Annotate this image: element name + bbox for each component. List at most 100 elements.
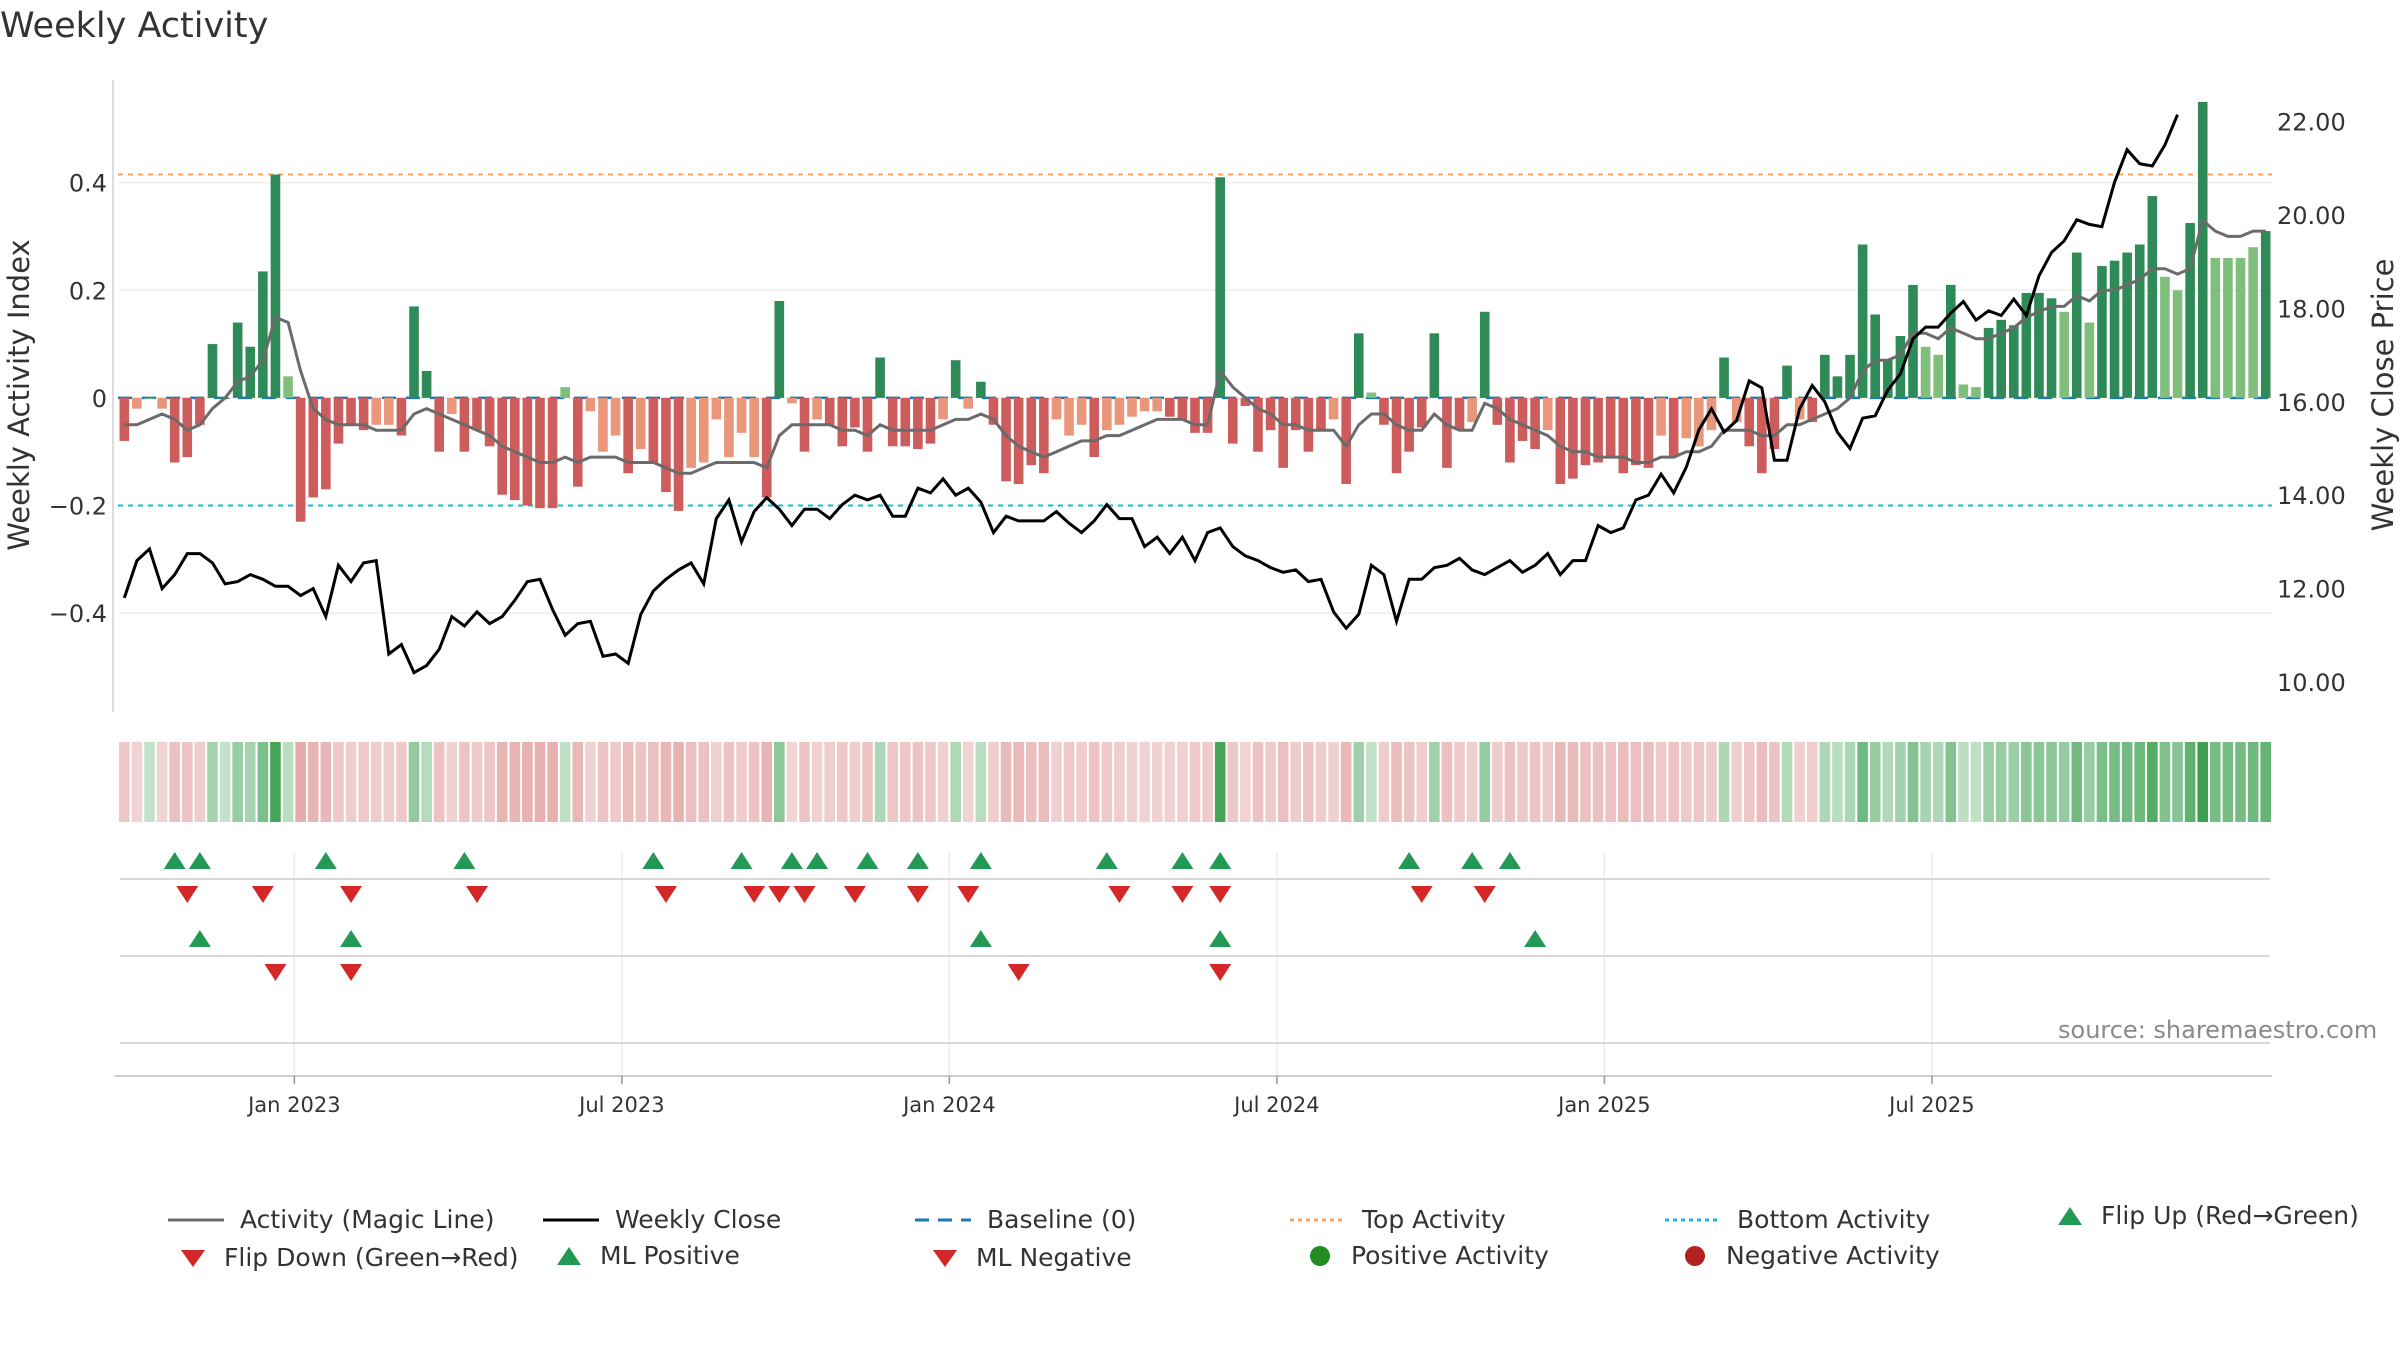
activity-bar: [938, 397, 948, 420]
activity-bar: [295, 397, 306, 522]
heat-cell: [496, 742, 508, 822]
flip-down-marker: [340, 886, 363, 903]
heat-cell: [345, 742, 357, 822]
activity-bar: [1555, 397, 1566, 484]
heat-cell: [1252, 742, 1264, 822]
heat-cell: [1945, 742, 1957, 822]
heat-cell: [194, 742, 206, 822]
flip-down-marker: [793, 886, 816, 903]
heat-cell: [1479, 742, 1491, 822]
flip-up-marker: [1498, 852, 1521, 869]
activity-bar: [258, 271, 268, 398]
heat-cell: [1592, 742, 1604, 822]
heat-cell: [282, 742, 294, 822]
heat-cell: [1643, 742, 1654, 822]
activity-bar: [333, 397, 344, 444]
y2-tick-label: 22.00: [2277, 109, 2346, 137]
activity-bar: [169, 397, 180, 463]
heat-cell: [1051, 742, 1062, 822]
activity-bar: [384, 397, 394, 425]
heat-cell: [408, 742, 420, 822]
heat-cell: [824, 742, 835, 822]
heat-cell: [1126, 742, 1138, 822]
activity-bar: [1568, 397, 1578, 479]
heat-cell: [2096, 742, 2108, 822]
legend-flip-up: Flip Up (Red→Green): [2055, 1201, 2359, 1230]
heat-cell: [1403, 742, 1415, 822]
activity-bar: [812, 397, 822, 420]
activity-bar: [2223, 257, 2233, 398]
axes: −0.4 −0.2 0 0.2 0.4 10.00 12.00 14.00 16.00 18.00…: [2, 80, 2400, 1117]
activity-bar: [1290, 397, 1301, 431]
heat-cell: [1328, 742, 1339, 822]
activity-bar: [1177, 397, 1188, 420]
flip-markers: [163, 852, 1547, 981]
activity-bar: [547, 397, 558, 509]
heat-cell: [459, 742, 470, 822]
heat-cell: [1995, 742, 2007, 822]
heat-cell: [811, 742, 823, 822]
heat-cell: [2109, 742, 2120, 822]
activity-bar: [1971, 387, 1981, 398]
heat-cell: [156, 742, 168, 822]
heat-cell: [270, 742, 281, 822]
activity-bar: [1681, 397, 1692, 439]
reference-lines: [118, 173, 2272, 507]
activity-bar: [447, 397, 457, 415]
heat-cell: [1466, 742, 1478, 822]
y2-tick-label: 14.00: [2277, 482, 2346, 510]
heat-cell: [2046, 742, 2057, 822]
activity-bar: [1064, 397, 1074, 436]
heat-cell: [1240, 742, 1251, 822]
legend-top-activity: Top Activity: [1290, 1205, 1506, 1234]
ml-negative-marker: [340, 964, 363, 981]
heat-cell: [307, 742, 319, 822]
heat-cell: [1529, 742, 1541, 822]
heat-cell: [2147, 742, 2158, 822]
y-tick-label: −0.2: [49, 493, 107, 521]
x-tick-label: Jul 2025: [1887, 1093, 1974, 1117]
heat-cell: [723, 742, 735, 822]
activity-bar: [736, 397, 747, 433]
flip-down-marker: [843, 886, 866, 903]
activity-bar: [2059, 311, 2069, 398]
activity-bar: [925, 397, 936, 444]
activity-bar: [1807, 397, 1818, 423]
heat-cell: [2121, 742, 2133, 822]
activity-bar: [245, 346, 256, 398]
heat-cell: [1542, 742, 1553, 822]
heat-cell: [698, 742, 710, 822]
flip-up-marker: [314, 852, 337, 869]
flip-down-marker: [1410, 886, 1433, 903]
ml-positive-marker: [969, 930, 992, 947]
heat-cell: [1366, 742, 1377, 822]
legend-flip-up-label: Flip Up (Red→Green): [2101, 1201, 2359, 1230]
y2-axis-title: Weekly Close Price: [2366, 259, 2400, 532]
activity-bar: [1945, 284, 1956, 398]
y2-tick-label: 16.00: [2277, 389, 2346, 417]
legend-baseline: Baseline (0): [915, 1205, 1136, 1234]
heat-cell: [1088, 742, 1100, 822]
activity-bar: [2071, 252, 2082, 398]
activity-bar: [824, 397, 835, 425]
activity-bar: [1253, 397, 1263, 452]
activity-bar: [308, 397, 319, 498]
heat-cell: [1177, 742, 1188, 822]
heat-cell: [761, 742, 773, 822]
activity-bar: [484, 397, 495, 447]
heat-cell: [2235, 742, 2246, 822]
heat-cell: [1605, 742, 1616, 822]
legend-bottom-activity-label: Bottom Activity: [1737, 1205, 1931, 1234]
activity-bar: [144, 397, 155, 399]
activity-bar: [1656, 397, 1666, 436]
heat-cell: [2058, 742, 2070, 822]
heat-cell: [534, 742, 546, 822]
activity-bar: [1227, 397, 1238, 444]
heat-cell: [333, 742, 344, 822]
heat-cell: [257, 742, 269, 822]
heat-cell: [748, 742, 760, 822]
activity-bar: [232, 322, 243, 398]
heat-cell: [244, 742, 256, 822]
activity-bar: [2210, 257, 2221, 398]
